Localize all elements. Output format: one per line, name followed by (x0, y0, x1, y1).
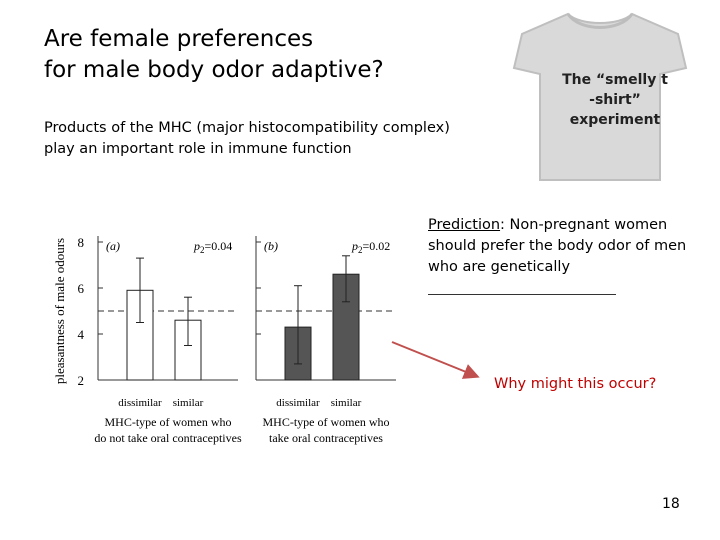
panel-label: (a) (106, 239, 120, 253)
slide-title: Are female preferences for male body odo… (44, 24, 384, 86)
p-subscript: 2 (200, 245, 205, 255)
prediction-line-2: should prefer the body odor of men (428, 238, 687, 254)
title-line-2: for male body odor adaptive? (44, 57, 384, 83)
tshirt-icon (512, 12, 688, 181)
category-label: dissimilar (118, 397, 162, 409)
subtitle-line-2: play an important role in immune functio… (44, 141, 352, 157)
slide-subtitle: Products of the MHC (major histocompatib… (44, 118, 450, 160)
fill-in-blank (428, 294, 616, 295)
p-symbol: p (351, 239, 358, 253)
why-question: Why might this occur? (494, 376, 657, 392)
tshirt-label-line-3: experiment (569, 112, 661, 128)
tshirt-label-line-2: -shirt” (589, 92, 641, 108)
x-axis-label-line-1: MHC-type of women who (263, 415, 390, 429)
prediction-line-1: : Non-pregnant women (500, 217, 668, 233)
y-axis-label: pleasantness of male odours (52, 238, 67, 384)
p-value: =0.02 (363, 239, 391, 253)
title-line-1: Are female preferences (44, 26, 314, 52)
prediction-lead: Prediction (428, 217, 501, 233)
red-arrow-icon (391, 341, 480, 379)
category-label: similar (331, 397, 362, 409)
x-axis-label-line-2: do not take oral contraceptives (94, 431, 242, 445)
page-number: 18 (662, 496, 680, 512)
x-axis-label-line-2: take oral contraceptives (269, 431, 383, 445)
p-subscript: 2 (358, 245, 363, 255)
prediction-text: Prediction: Non-pregnant women should pr… (428, 215, 708, 278)
category-label: dissimilar (276, 397, 320, 409)
category-label: similar (173, 397, 204, 409)
p-value: =0.04 (205, 239, 233, 253)
p-value-label: p2=0.02 (351, 239, 390, 255)
prediction-line-3: who are genetically (428, 259, 571, 275)
y-tick-label: 2 (78, 373, 85, 388)
subtitle-line-1: Products of the MHC (major histocompatib… (44, 120, 450, 136)
y-tick-label: 8 (78, 235, 85, 250)
p-value-label: p2=0.04 (193, 239, 232, 255)
tshirt-label: The “smelly t -shirt” experiment (560, 70, 670, 130)
y-tick-label: 6 (78, 281, 85, 296)
tshirt-label-line-1: The “smelly t (562, 72, 668, 88)
y-tick-label: 4 (78, 327, 85, 342)
p-symbol: p (193, 239, 200, 253)
panel-label: (b) (264, 239, 278, 253)
x-axis-label-line-1: MHC-type of women who (105, 415, 232, 429)
